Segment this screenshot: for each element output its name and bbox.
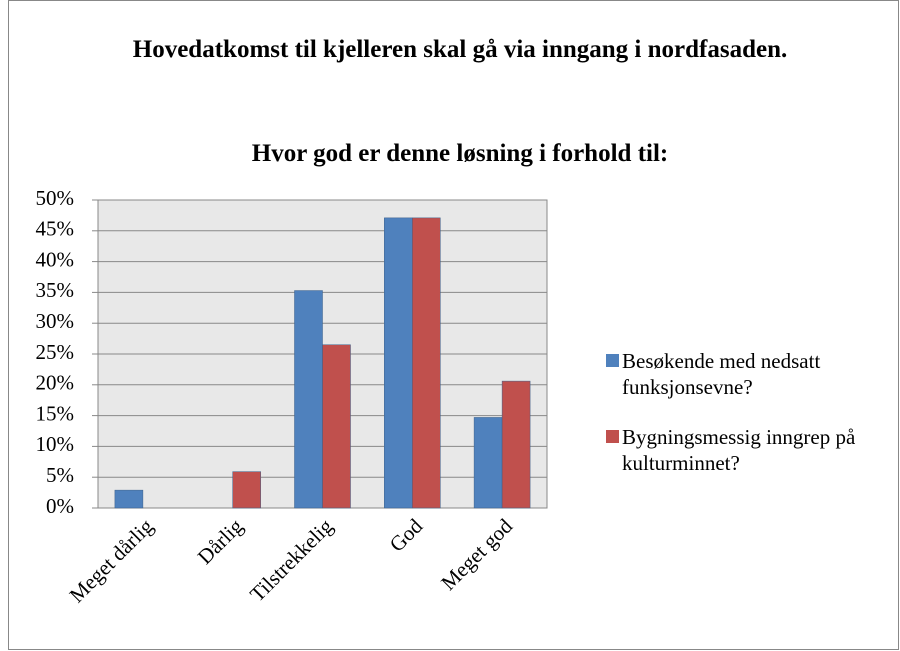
legend-label: Bygningsmessig inngrep på kulturminnet? (622, 425, 856, 475)
legend-label: Besøkende med nedsatt funksjonsevne? (622, 349, 821, 399)
bar (232, 471, 261, 509)
x-tick-label: Meget god (436, 514, 517, 595)
bar (294, 290, 323, 509)
x-tick-label: Tilstrekkelig (245, 514, 338, 607)
chart-title: Hovedatkomst til kjelleren skal gå via i… (132, 36, 788, 63)
x-tick-label: Dårlig (193, 514, 248, 569)
legend-entry: Besøkende med nedsatt funksjonsevne? (606, 348, 892, 400)
bar (473, 417, 503, 509)
legend-swatch (606, 430, 619, 443)
bar (501, 380, 531, 509)
y-tick-label: 40% (36, 247, 75, 271)
x-tick-label: Meget dårlig (65, 514, 159, 608)
y-tick-label: 15% (36, 401, 75, 425)
frame (8, 0, 899, 650)
y-tick-label: 0% (46, 494, 74, 518)
legend-entry: Bygningsmessig inngrep på kulturminnet? (606, 424, 892, 476)
y-tick-label: 50% (36, 186, 75, 210)
legend-swatch (606, 354, 619, 367)
bar (114, 489, 144, 509)
bar (412, 217, 441, 509)
y-tick-label: 5% (46, 463, 74, 487)
y-tick-label: 45% (36, 217, 75, 241)
y-tick-label: 20% (36, 371, 75, 395)
bar (384, 217, 413, 509)
y-tick-label: 25% (36, 340, 75, 364)
y-tick-label: 30% (36, 309, 75, 333)
y-tick-label: 35% (36, 278, 75, 302)
bar (322, 344, 351, 509)
x-tick-label: God (385, 514, 428, 557)
y-tick-label: 10% (36, 432, 75, 456)
chart-subtitle: Hvor god er denne løsning i forhold til: (251, 140, 669, 167)
